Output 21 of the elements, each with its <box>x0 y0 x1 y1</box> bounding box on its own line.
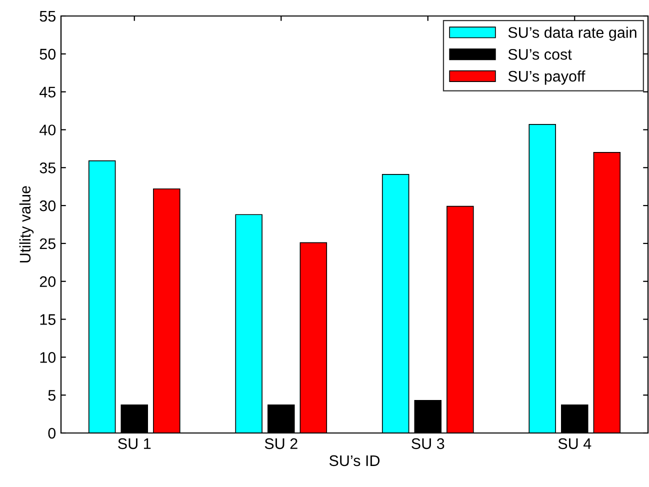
y-tick-label: 0 <box>48 428 56 439</box>
y-tick-label: 55 <box>40 11 56 22</box>
legend-label: SU’s cost <box>508 48 572 60</box>
x-tick-label: SU 2 <box>264 438 298 450</box>
y-tick-label: 10 <box>40 352 56 363</box>
y-tick-label: 30 <box>40 200 56 212</box>
y-tick-label: 35 <box>40 162 56 174</box>
y-tick-label: 50 <box>40 48 56 60</box>
y-tick-label: 5 <box>48 390 56 401</box>
x-tick-label: SU 4 <box>558 438 592 450</box>
y-tick-label: 20 <box>40 276 56 288</box>
legend-label: SU’s data rate gain <box>508 26 636 41</box>
y-tick-label: 15 <box>40 314 56 325</box>
legend-label: SU’s payoff <box>508 70 586 85</box>
x-tick-label: SU 3 <box>412 438 444 450</box>
y-tick-label: 40 <box>40 124 56 136</box>
y-axis-title: Utility value <box>19 186 34 262</box>
x-axis-title: SU’s ID <box>329 455 380 466</box>
x-tick-label: SU 1 <box>118 438 151 450</box>
y-tick-label: 25 <box>40 238 56 250</box>
y-tick-label: 45 <box>40 86 56 98</box>
